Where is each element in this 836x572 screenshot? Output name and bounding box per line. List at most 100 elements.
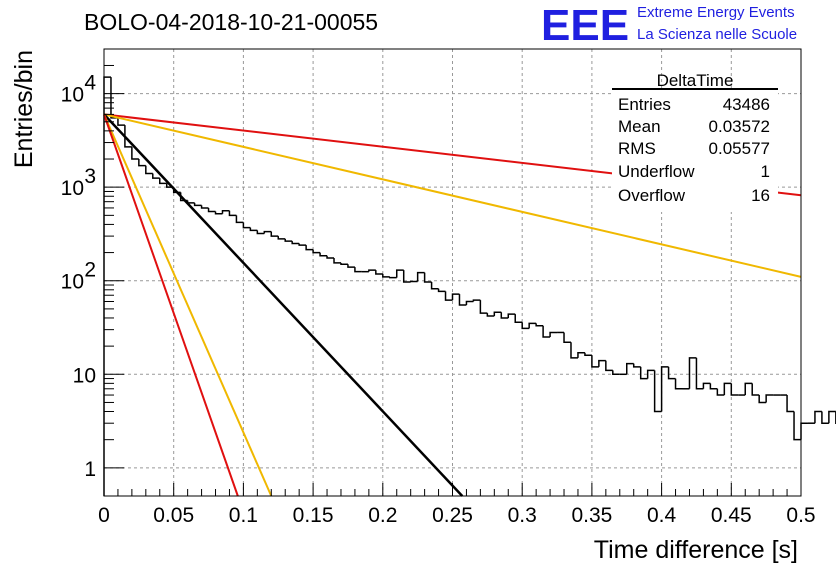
plot-frame (103, 48, 802, 497)
stats-value-overflow: 16 (751, 186, 770, 205)
histogram-bin (639, 366, 648, 380)
histogram-bin (688, 357, 697, 389)
histogram-bin (382, 274, 390, 278)
histogram-bin (249, 227, 258, 232)
histogram-bin (103, 76, 111, 496)
stats-box: DeltaTime Entries 43486 Mean 0.03572 RMS… (612, 71, 778, 212)
histogram-bin (744, 382, 753, 396)
y-tick-label: 10 (61, 84, 84, 107)
run-title: BOLO-04-2018-10-21-00055 (84, 9, 378, 35)
stats-value-underflow: 1 (761, 162, 770, 181)
histogram-bin (451, 293, 460, 301)
histogram-bin (479, 300, 488, 314)
fit-line (103, 113, 273, 497)
histogram-bin (521, 322, 530, 330)
grid-lines (104, 49, 801, 496)
fit-line (103, 114, 239, 497)
histogram-bin (605, 360, 613, 372)
histogram-bin (674, 378, 683, 390)
histogram-bin (430, 281, 439, 290)
axis-ticks: 0 0.05 0.1 0.15 0.2 0.25 0.3 0.35 0.4 0.45 0.5 1 10 1… (61, 48, 816, 527)
histogram-bin (612, 370, 620, 376)
stats-value-entries: 43486 (723, 95, 770, 114)
histogram-bin (591, 355, 599, 368)
logo-mark: EEE (541, 1, 629, 50)
histogram-bin (695, 357, 704, 390)
histogram-bin (486, 313, 495, 317)
histogram-bin (814, 410, 822, 424)
histogram-bin (646, 369, 655, 379)
fit-line (103, 113, 802, 278)
fit-line (103, 113, 464, 497)
y-tick-label: 1 (84, 458, 96, 481)
stats-value-rms: 0.05577 (709, 139, 770, 158)
histogram-bin (347, 264, 355, 268)
histogram-bin (200, 205, 209, 209)
histogram-bin (570, 342, 578, 359)
eee-logo: EEE Extreme Energy Events La Scienza nel… (541, 1, 797, 50)
y-tick-exponent: 4 (84, 72, 96, 95)
histogram-bin (389, 276, 397, 279)
x-tick-label: 0.25 (432, 504, 473, 527)
histogram-bin (423, 272, 432, 283)
histogram-bin (793, 411, 801, 441)
histogram-bin (326, 255, 335, 259)
histogram-bin (821, 411, 829, 424)
x-tick-label: 0.4 (647, 504, 677, 527)
stats-label-mean: Mean (618, 117, 661, 136)
histogram-bin (263, 230, 272, 234)
histogram-bin (284, 238, 293, 242)
histogram-bin (416, 271, 425, 282)
histogram-bin (542, 325, 551, 338)
histogram-bin (221, 209, 230, 214)
y-tick-label: 10 (61, 177, 84, 200)
histogram-bin (131, 146, 139, 160)
histogram-bin (786, 395, 795, 413)
histogram-bin (298, 243, 307, 246)
histogram-bin (800, 422, 808, 440)
histogram-bin (493, 311, 502, 316)
histogram-bin (270, 231, 279, 237)
histogram-bin (145, 165, 153, 175)
histogram-bin (626, 362, 634, 375)
histogram-bin (465, 300, 474, 306)
histogram-bin (758, 395, 767, 404)
histogram-bin (458, 294, 467, 306)
y-axis-label: Entries/bin (10, 50, 38, 168)
histogram-bin (207, 207, 216, 213)
histogram-bin (277, 236, 286, 240)
histogram-bin (186, 200, 195, 204)
histogram-bin (375, 270, 383, 275)
histogram-bin (402, 270, 411, 283)
x-tick-label: 0.15 (293, 504, 334, 527)
x-tick-label: 0.5 (786, 504, 815, 527)
logo-line-2: La Scienza nelle Scuole (637, 26, 797, 43)
histogram-bin (577, 351, 585, 358)
stats-title: DeltaTime (657, 71, 734, 90)
x-tick-label: 0.1 (229, 504, 258, 527)
x-tick-label: 0.35 (571, 504, 612, 527)
x-tick-label: 0.05 (153, 504, 194, 527)
histogram-bin (228, 210, 237, 217)
x-tick-label: 0.2 (368, 504, 397, 527)
y-tick-label: 10 (73, 364, 96, 387)
histogram-bin (354, 267, 362, 273)
histogram-bin (333, 258, 341, 264)
histogram-bin (723, 382, 732, 396)
stats-label-overflow: Overflow (618, 186, 686, 205)
histogram-bin (535, 323, 544, 327)
histogram-bin (193, 202, 202, 207)
histogram-bin (138, 159, 146, 167)
histogram-bin (751, 383, 760, 396)
histogram-bin (235, 215, 244, 224)
histogram-bin (319, 252, 328, 257)
histogram-bin (514, 314, 523, 323)
histogram-bin (709, 383, 718, 390)
histogram-bin (828, 410, 836, 424)
histogram-bin (528, 322, 537, 329)
histogram-bin (632, 363, 641, 368)
histogram-bin (667, 366, 676, 380)
histogram-bin (117, 117, 125, 126)
histogram-bin (598, 359, 606, 367)
